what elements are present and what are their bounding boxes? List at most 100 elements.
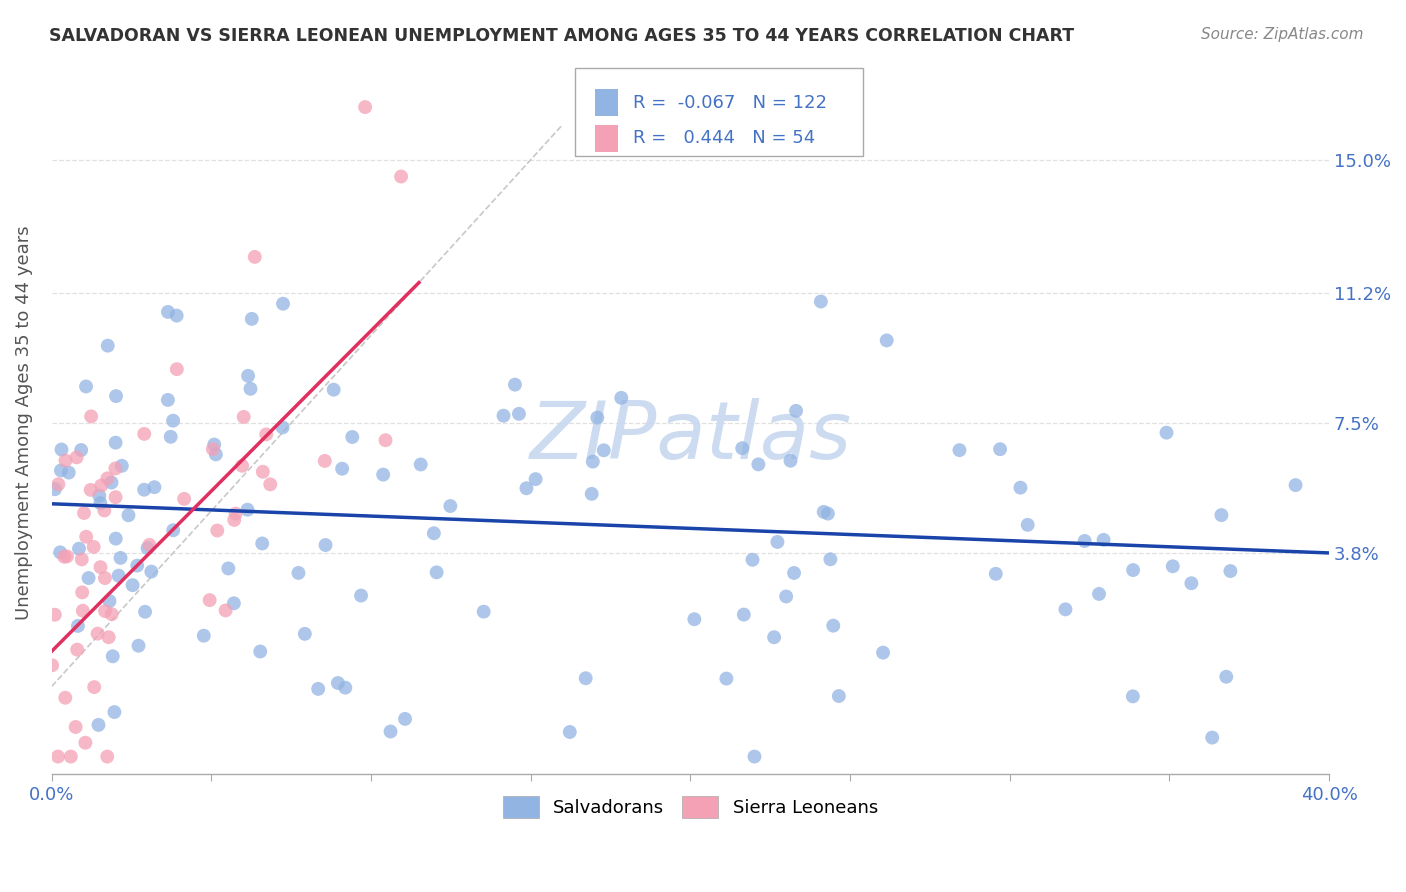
Point [409, 458, 432, 472]
Point [271, 296, 294, 310]
Point [820, 552, 842, 566]
Point [173, 491, 195, 506]
Point [747, 458, 769, 472]
Point [876, 334, 898, 348]
Point [307, 681, 329, 696]
Point [214, 603, 236, 617]
Point [121, 578, 143, 592]
Point [988, 442, 1011, 457]
Point [380, 724, 402, 739]
Point [1284, 478, 1306, 492]
Point [314, 454, 336, 468]
Point [239, 382, 262, 396]
Point [259, 477, 281, 491]
Point [744, 749, 766, 764]
Point [492, 409, 515, 423]
Point [166, 309, 188, 323]
Point [741, 553, 763, 567]
Point [97, 630, 120, 644]
Point [44, 482, 66, 496]
Point [65, 450, 87, 465]
Point [75, 736, 97, 750]
Point [49, 545, 72, 559]
Point [96, 749, 118, 764]
Point [70, 585, 93, 599]
Point [592, 443, 614, 458]
Point [70, 552, 93, 566]
Point [128, 639, 150, 653]
Point [110, 550, 132, 565]
Point [41, 658, 63, 673]
Point [872, 646, 894, 660]
Point [201, 442, 224, 456]
Point [1211, 508, 1233, 522]
Point [294, 627, 316, 641]
Point [335, 681, 357, 695]
Point [240, 311, 263, 326]
Point [785, 404, 807, 418]
Point [141, 565, 163, 579]
Point [217, 561, 239, 575]
Legend: Salvadorans, Sierra Leoneans: Salvadorans, Sierra Leoneans [495, 789, 886, 825]
Point [716, 672, 738, 686]
Point [817, 507, 839, 521]
Point [100, 475, 122, 490]
Point [205, 447, 228, 461]
Point [75, 379, 97, 393]
Point [89, 489, 111, 503]
Point [162, 523, 184, 537]
Point [44, 607, 66, 622]
Point [94, 571, 117, 585]
Point [193, 629, 215, 643]
Point [66, 619, 89, 633]
Point [515, 481, 537, 495]
Point [104, 532, 127, 546]
Point [558, 725, 581, 739]
Text: R =   0.444   N = 54: R = 0.444 N = 54 [633, 129, 815, 147]
Point [56, 549, 79, 564]
Point [73, 506, 96, 520]
Point [100, 607, 122, 622]
Point [83, 540, 105, 554]
Point [59, 749, 82, 764]
Point [783, 566, 806, 580]
Point [1180, 576, 1202, 591]
Point [1156, 425, 1178, 440]
Point [86, 626, 108, 640]
Point [80, 409, 103, 424]
Point [1161, 559, 1184, 574]
Point [224, 513, 246, 527]
Point [1088, 587, 1111, 601]
Point [134, 483, 156, 497]
Point [575, 671, 598, 685]
Point [222, 596, 245, 610]
Point [1219, 564, 1241, 578]
Point [254, 427, 277, 442]
Point [70, 443, 93, 458]
Point [162, 414, 184, 428]
Point [138, 538, 160, 552]
Point [243, 250, 266, 264]
Point [101, 649, 124, 664]
Point [89, 496, 111, 510]
Point [105, 389, 128, 403]
Point [373, 467, 395, 482]
Point [94, 604, 117, 618]
Point [330, 461, 353, 475]
Point [581, 487, 603, 501]
Point [1122, 563, 1144, 577]
Point [271, 420, 294, 434]
Point [58, 466, 80, 480]
Point [156, 305, 179, 319]
Point [48, 477, 70, 491]
Point [75, 530, 97, 544]
Point [322, 383, 344, 397]
Point [65, 720, 87, 734]
Point [813, 505, 835, 519]
Point [83, 680, 105, 694]
Point [249, 644, 271, 658]
Point [610, 391, 633, 405]
Point [107, 568, 129, 582]
Point [1054, 602, 1077, 616]
Point [143, 480, 166, 494]
